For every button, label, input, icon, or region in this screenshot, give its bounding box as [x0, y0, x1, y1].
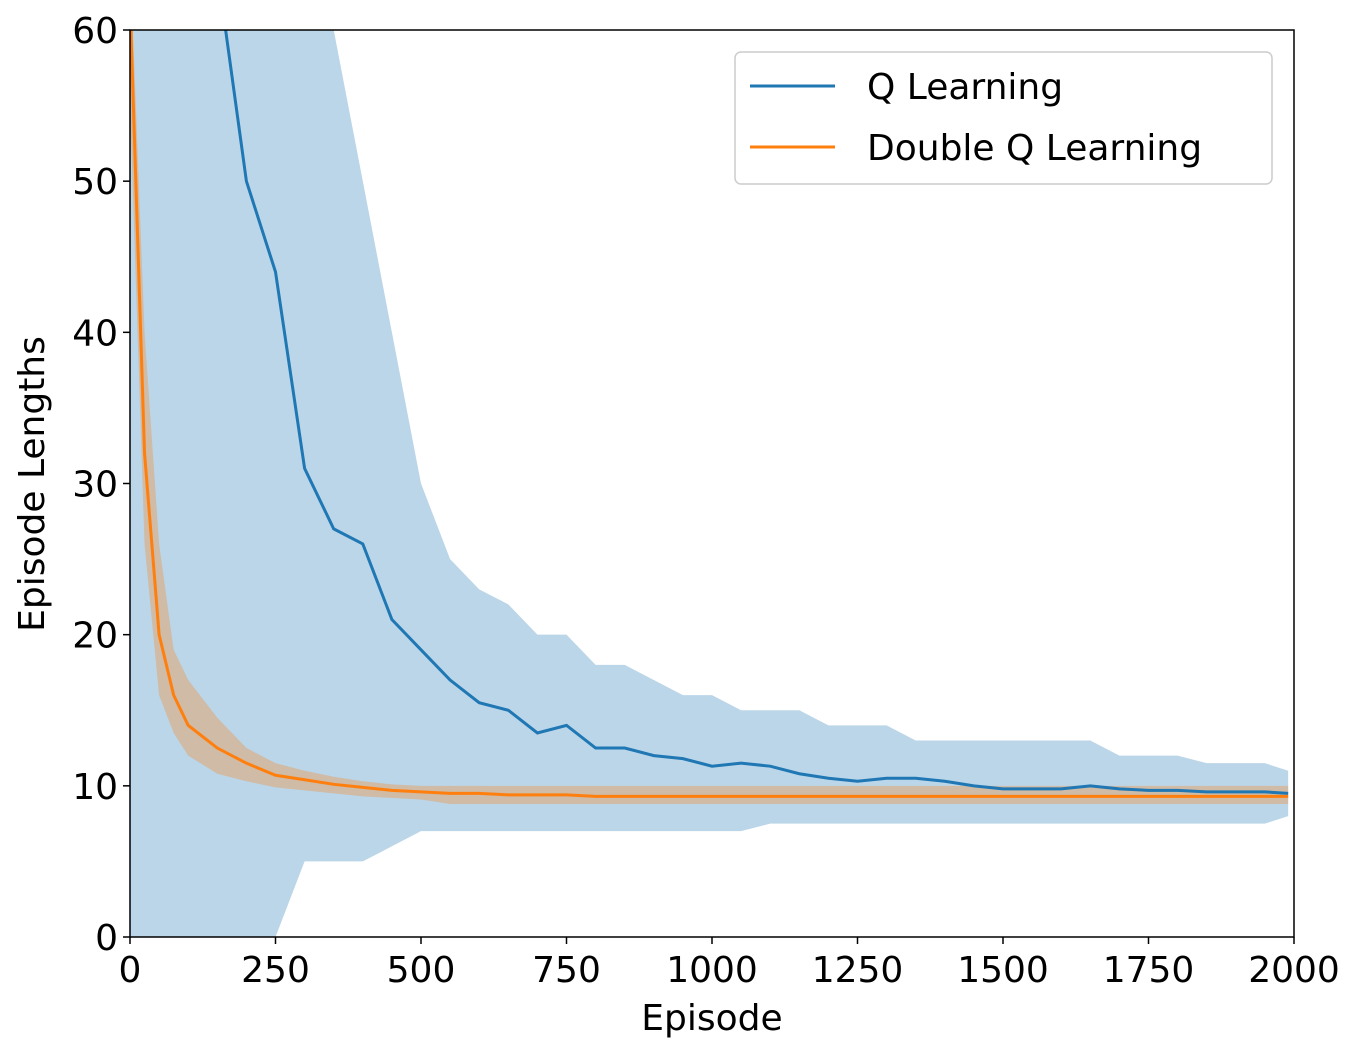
- x-tick-label: 2000: [1248, 950, 1340, 991]
- x-tick-label: 1750: [1103, 950, 1195, 991]
- legend-label: Double Q Learning: [867, 128, 1202, 169]
- confidence-band: [130, 30, 1289, 937]
- y-axis-label: Episode Lengths: [12, 336, 53, 632]
- legend-box: [734, 51, 1273, 185]
- plot-area: [130, 30, 1289, 937]
- x-tick-label: 250: [241, 950, 310, 991]
- series-line: [130, 30, 1289, 798]
- series-line: [224, 30, 1289, 795]
- x-tick-label: 500: [387, 950, 456, 991]
- x-tick-label: 1250: [812, 950, 904, 991]
- legend-label: Q Learning: [867, 67, 1063, 108]
- y-tick-label: 30: [72, 465, 118, 506]
- x-tick-label: 1000: [666, 950, 758, 991]
- y-tick-label: 50: [72, 162, 118, 203]
- y-tick-label: 20: [72, 616, 118, 657]
- y-tick-label: 60: [72, 11, 118, 52]
- x-tick-label: 1500: [957, 950, 1049, 991]
- x-tick-label: 750: [532, 950, 601, 991]
- x-axis-label: Episode: [641, 998, 782, 1039]
- y-tick-label: 40: [72, 313, 118, 354]
- y-tick-label: 10: [72, 767, 118, 808]
- x-tick-label: 0: [119, 950, 142, 991]
- y-tick-label: 0: [95, 918, 118, 959]
